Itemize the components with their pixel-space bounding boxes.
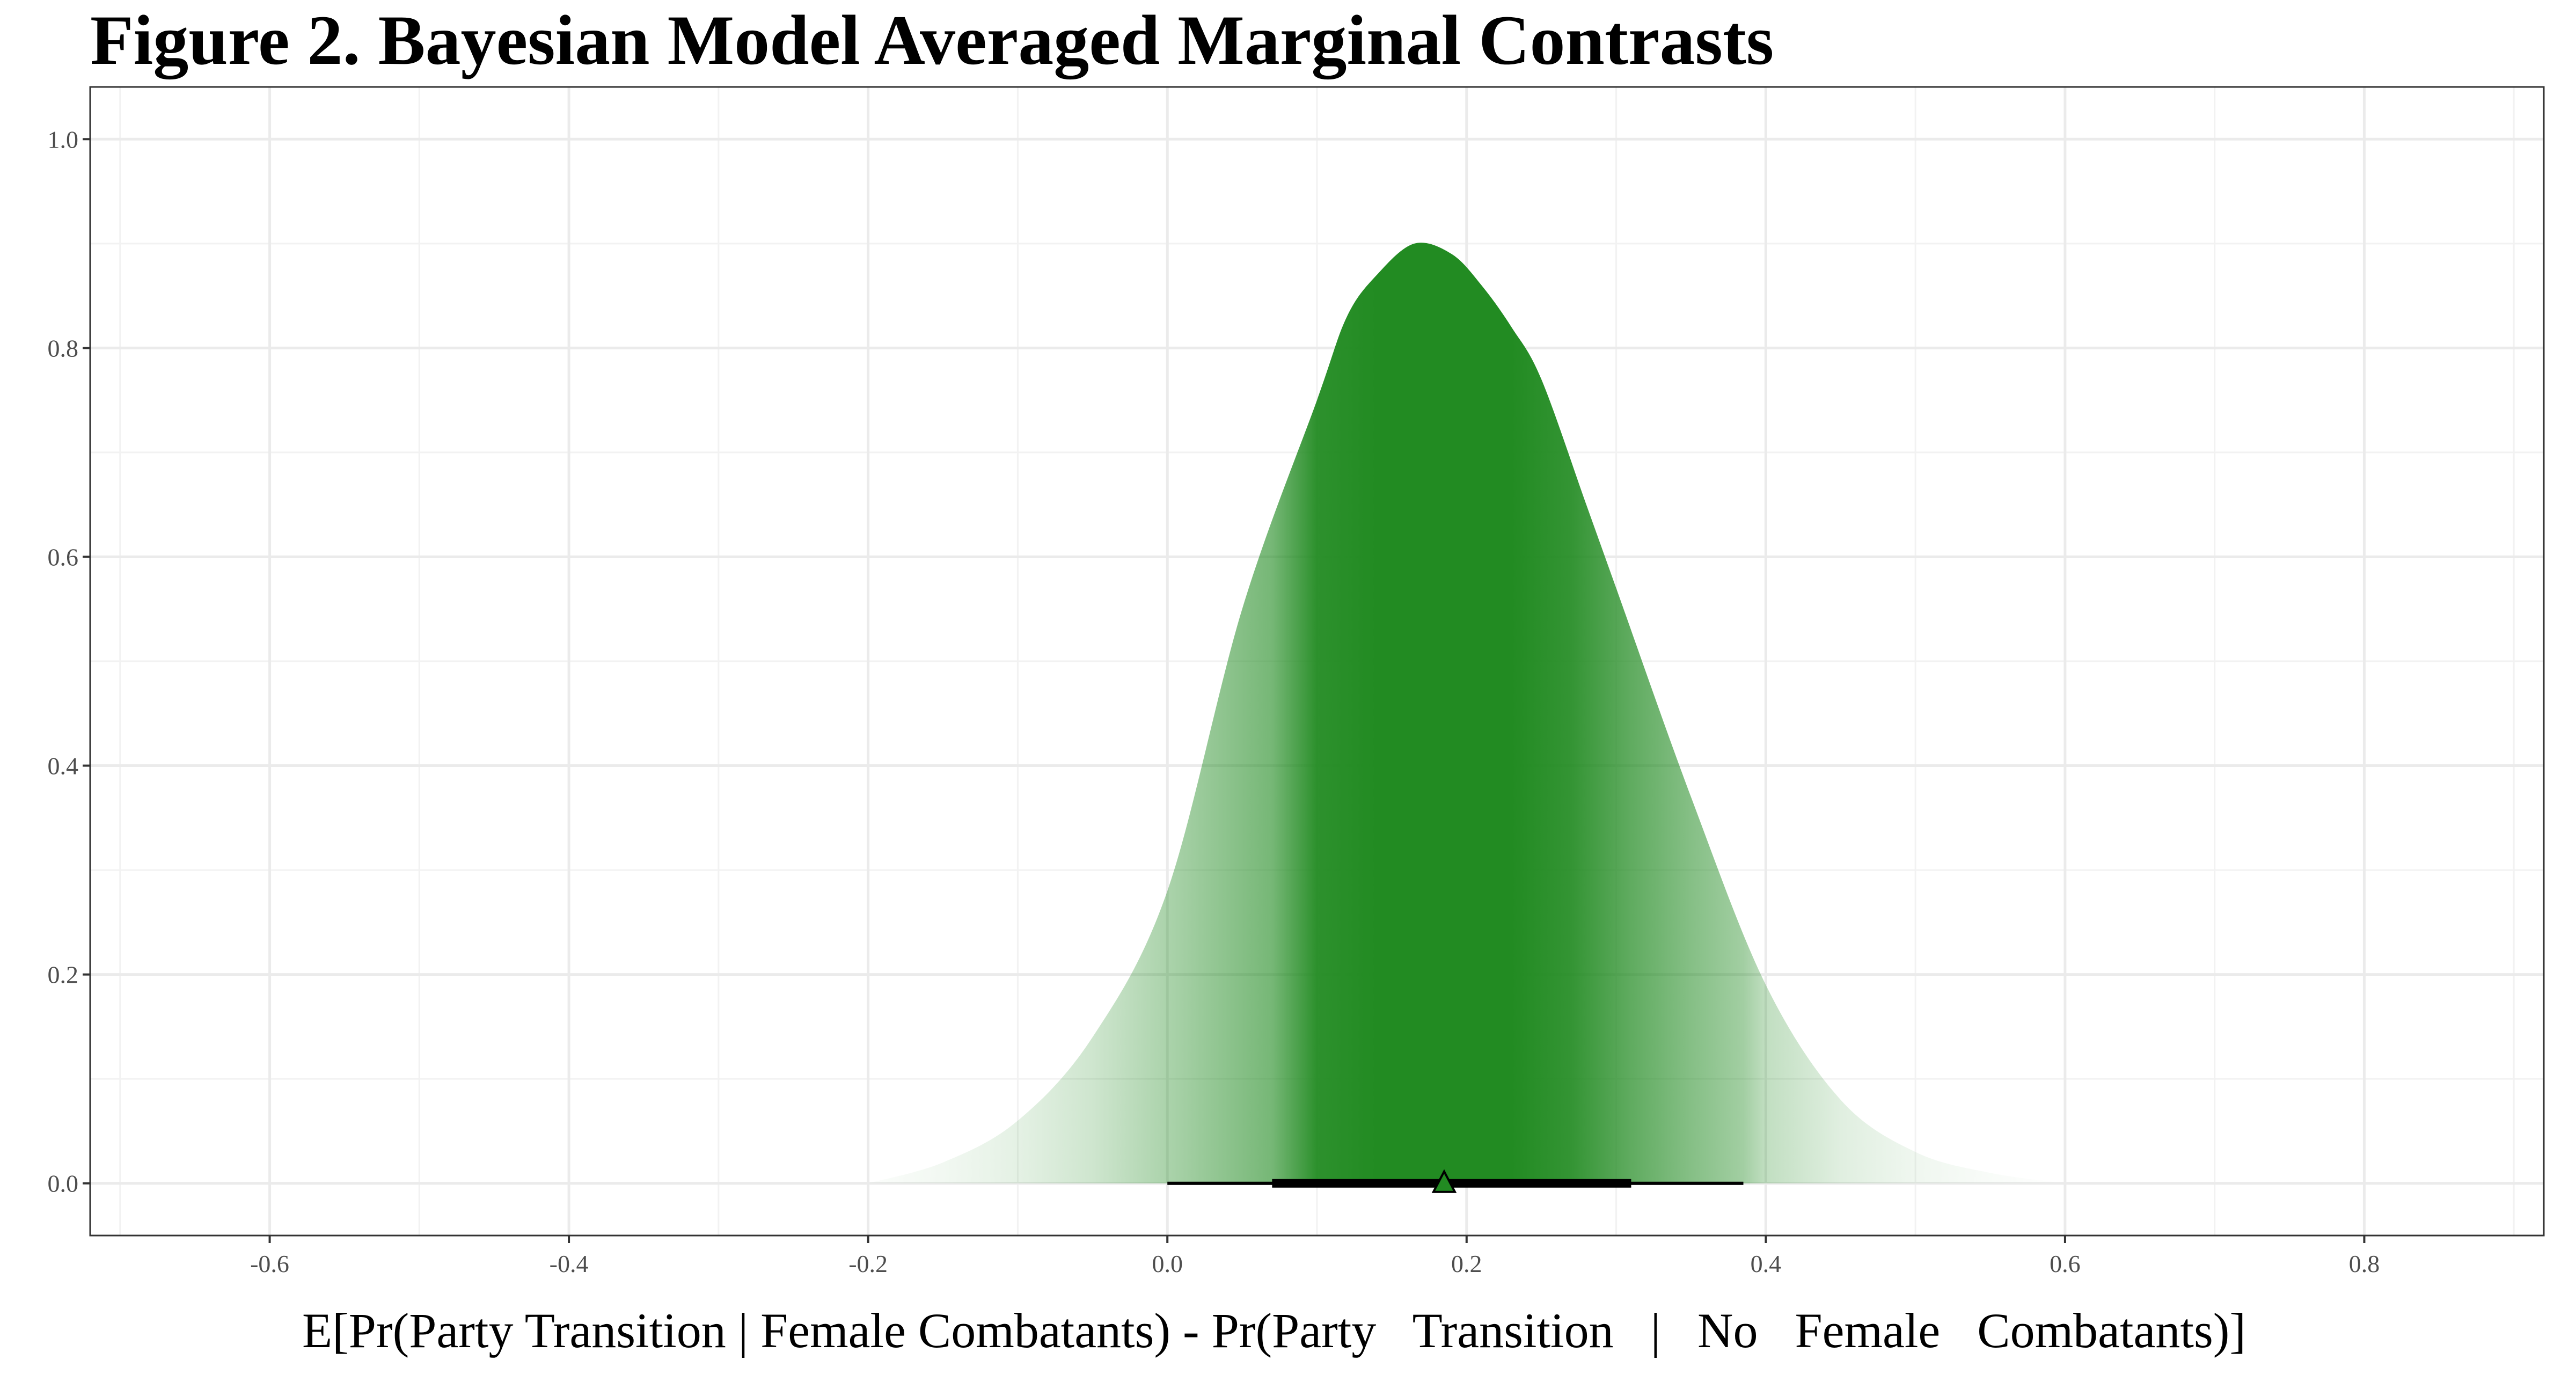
y-tick-label: 0.0: [48, 1170, 79, 1197]
x-tick-label: 0.4: [1751, 1250, 1782, 1277]
x-axis-label: E[Pr(Party Transition | Female Combatant…: [302, 1303, 2246, 1358]
x-tick-label: 0.2: [1451, 1250, 1482, 1277]
chart-title: Figure 2. Bayesian Model Averaged Margin…: [90, 1, 1774, 79]
axis-labels: -0.6 -0.4 -0.2 0.0 0.2 0.4 0.6 0.8 0.0 0.2 0.4 0.6 0…: [48, 126, 2380, 1277]
x-tick-label: 0.0: [1152, 1250, 1183, 1277]
y-tick-label: 0.6: [48, 543, 79, 571]
density-area: [868, 243, 2065, 1183]
density-layer: [868, 243, 2065, 1183]
panel-border: [89, 86, 2545, 1237]
x-tick-label: -0.4: [550, 1250, 589, 1277]
axis-ticks: [83, 138, 2366, 1243]
x-tick-label: -0.6: [250, 1250, 289, 1277]
y-tick-label: 0.2: [48, 961, 79, 989]
y-tick-label: 0.4: [48, 752, 79, 780]
y-tick-label: 0.8: [48, 334, 79, 362]
interval-layer: [1167, 1169, 1744, 1193]
y-tick-label: 1.0: [48, 126, 79, 153]
point-estimate-marker: [1431, 1169, 1457, 1193]
x-tick-label: 0.8: [2349, 1250, 2380, 1277]
x-tick-label: 0.6: [2050, 1250, 2081, 1277]
x-tick-label: -0.2: [848, 1250, 888, 1277]
